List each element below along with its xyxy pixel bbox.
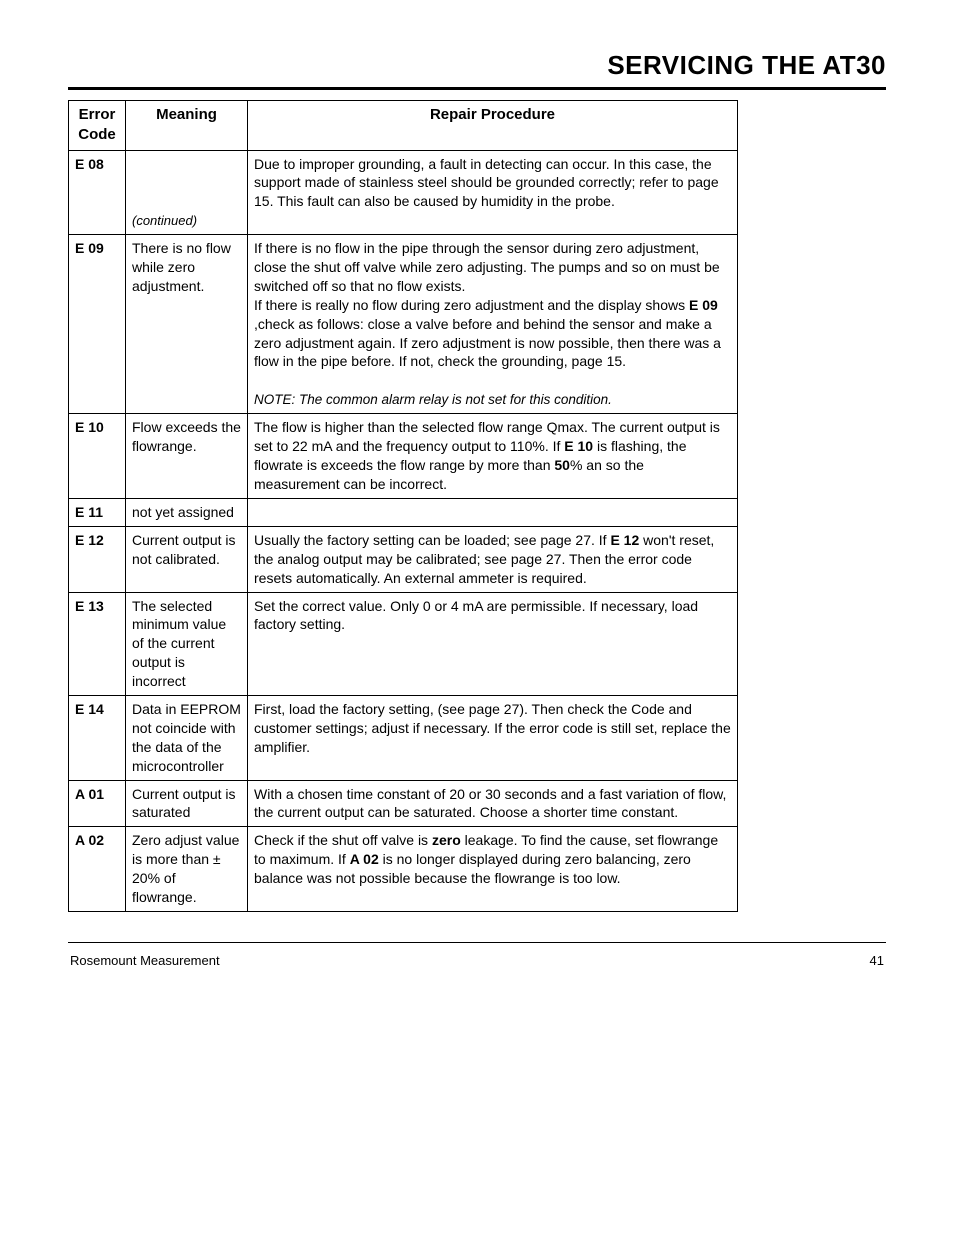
footer-rule <box>68 942 886 943</box>
meaning-cell: There is no flow while zero adjustment. <box>126 235 248 414</box>
error-code-cell: E 13 <box>69 592 126 695</box>
table-row: E 13 The selected minimum value of the c… <box>69 592 738 695</box>
error-code-cell: E 14 <box>69 695 126 780</box>
meaning-cell: Current output is saturated <box>126 780 248 827</box>
error-code-cell: E 11 <box>69 498 126 526</box>
heading-wrap: SERVICING THE AT30 <box>68 50 886 81</box>
continued-label: (continued) <box>132 213 197 228</box>
table-header-row: Error Code Meaning Repair Procedure <box>69 101 738 151</box>
error-code-table: Error Code Meaning Repair Procedure E 08… <box>68 100 738 912</box>
repair-cell: Set the correct value. Only 0 or 4 mA ar… <box>248 592 738 695</box>
table-row: E 10 Flow exceeds the flowrange. The flo… <box>69 414 738 499</box>
table-row: E 09 There is no flow while zero adjustm… <box>69 235 738 414</box>
error-code-cell: E 08 <box>69 150 126 235</box>
repair-text: Due to improper grounding, a fault in de… <box>254 156 719 210</box>
repair-cell: Check if the shut off valve is zero leak… <box>248 827 738 912</box>
error-code-cell: E 09 <box>69 235 126 414</box>
meaning-cell: not yet assigned <box>126 498 248 526</box>
inline-code: E 09 <box>689 297 718 313</box>
repair-text: If there is really no flow during zero a… <box>254 297 689 313</box>
heading-rule <box>68 87 886 90</box>
footer-left: Rosemount Measurement <box>70 953 220 968</box>
repair-cell: First, load the factory setting, (see pa… <box>248 695 738 780</box>
meaning-cell: Current output is not calibrated. <box>126 526 248 592</box>
inline-value: 50 <box>554 457 570 473</box>
error-code-cell: E 12 <box>69 526 126 592</box>
error-code-cell: A 01 <box>69 780 126 827</box>
repair-cell <box>248 498 738 526</box>
col-header-error-code: Error Code <box>69 101 126 151</box>
table-row: E 08 (continued) Due to improper groundi… <box>69 150 738 235</box>
inline-emph: zero <box>432 832 461 848</box>
repair-text: Usually the factory setting can be loade… <box>254 532 610 548</box>
footer-page-number: 41 <box>870 953 884 968</box>
table-row: A 01 Current output is saturated With a … <box>69 780 738 827</box>
inline-code: E 12 <box>610 532 639 548</box>
repair-cell: Usually the factory setting can be loade… <box>248 526 738 592</box>
meaning-cell: The selected minimum value of the curren… <box>126 592 248 695</box>
repair-text: ,check as follows: close a valve before … <box>254 316 721 370</box>
repair-note: NOTE: The common alarm relay is not set … <box>254 392 612 407</box>
inline-code: A 02 <box>350 851 379 867</box>
repair-text: Check if the shut off valve is <box>254 832 432 848</box>
page-title: SERVICING THE AT30 <box>607 50 886 80</box>
table-row: E 12 Current output is not calibrated. U… <box>69 526 738 592</box>
page-footer: Rosemount Measurement 41 <box>68 953 886 968</box>
meaning-cell: Zero adjust value is more than ± 20% of … <box>126 827 248 912</box>
table-row: E 11 not yet assigned <box>69 498 738 526</box>
error-code-cell: E 10 <box>69 414 126 499</box>
repair-cell: With a chosen time constant of 20 or 30 … <box>248 780 738 827</box>
col-header-meaning: Meaning <box>126 101 248 151</box>
repair-cell: Due to improper grounding, a fault in de… <box>248 150 738 235</box>
meaning-cell: Flow exceeds the flowrange. <box>126 414 248 499</box>
page: SERVICING THE AT30 Error Code Meaning Re… <box>0 0 954 1235</box>
meaning-cell: Data in EEPROM not coincide with the dat… <box>126 695 248 780</box>
table-row: A 02 Zero adjust value is more than ± 20… <box>69 827 738 912</box>
meaning-cell: (continued) <box>126 150 248 235</box>
repair-cell: The flow is higher than the selected flo… <box>248 414 738 499</box>
error-code-cell: A 02 <box>69 827 126 912</box>
repair-cell: If there is no flow in the pipe through … <box>248 235 738 414</box>
inline-code: E 10 <box>564 438 593 454</box>
col-header-repair: Repair Procedure <box>248 101 738 151</box>
table-row: E 14 Data in EEPROM not coincide with th… <box>69 695 738 780</box>
repair-text: If there is no flow in the pipe through … <box>254 240 720 294</box>
